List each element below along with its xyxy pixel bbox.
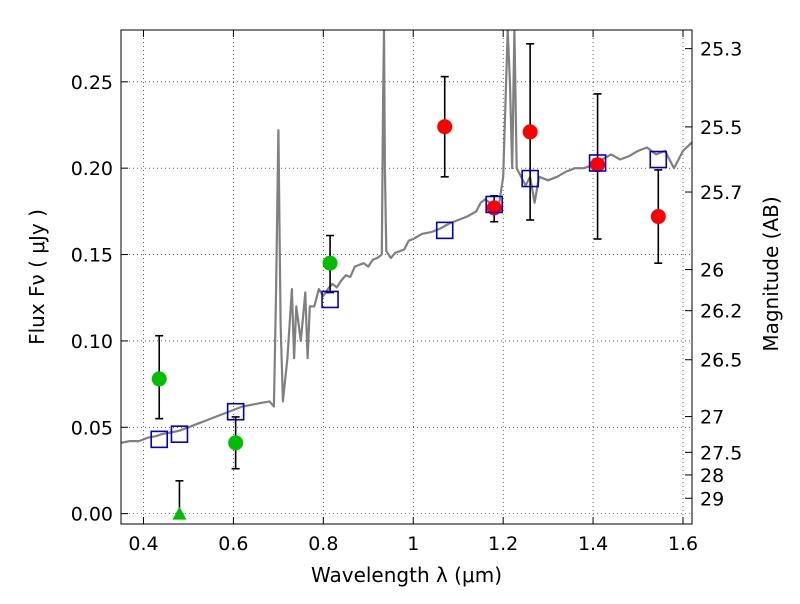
data-point <box>228 435 244 451</box>
y-axis-label-right: Magnitude (AB) <box>759 196 783 351</box>
x-tick-label: 0.6 <box>218 533 248 555</box>
mag-tick-label: 27 <box>700 407 724 429</box>
model-band-point <box>435 221 454 240</box>
y-tick-label: 0.20 <box>71 158 113 180</box>
data-point <box>322 255 338 271</box>
x-axis-label: Wavelength λ (μm) <box>311 563 502 587</box>
grid-layer <box>121 30 692 524</box>
mag-tick-label: 25.5 <box>700 117 742 139</box>
model-band-point <box>321 290 339 309</box>
y-tick-label: 0.25 <box>71 72 113 94</box>
y-tick-label: 0.00 <box>71 504 113 526</box>
mag-tick-label: 26.2 <box>700 301 742 323</box>
x-tick-label: 1 <box>407 533 419 555</box>
y-tick-label: 0.15 <box>71 245 113 267</box>
mag-tick-label: 25.7 <box>700 182 742 204</box>
data-point <box>590 157 606 173</box>
data-point <box>650 209 666 225</box>
y-axis-label-left: Flux Fν ( μJy ) <box>25 209 49 345</box>
mag-tick-label: 28 <box>700 465 724 487</box>
model-band-point <box>588 154 607 172</box>
model-band-point <box>485 195 503 214</box>
x-tick-label: 0.4 <box>128 533 158 555</box>
model-band-point <box>226 402 245 421</box>
tick-layer: 0.4 0.6 0.8 1 1.2 1.4 1.6 0.00 0.05 0.10 0.15 0.20 0… <box>71 30 742 555</box>
y-tick-label: 0.05 <box>71 417 113 439</box>
marker-layer <box>150 43 668 520</box>
model-band-point <box>150 430 169 449</box>
data-point <box>437 119 453 135</box>
plot-frame <box>120 29 693 525</box>
mag-tick-label: 26.5 <box>700 350 742 372</box>
model-band-point <box>649 150 668 169</box>
x-tick-label: 1.2 <box>488 533 518 555</box>
spectrum-line <box>121 30 692 444</box>
data-point <box>151 371 167 387</box>
data-point <box>522 124 538 140</box>
mag-tick-label: 26 <box>700 260 724 282</box>
y-tick-label: 0.10 <box>71 331 113 353</box>
model-band-point <box>170 425 189 443</box>
x-tick-label: 1.4 <box>578 533 608 555</box>
x-tick-label: 0.8 <box>308 533 338 555</box>
mag-tick-label: 29 <box>700 488 724 510</box>
mag-tick-label: 27.5 <box>700 442 742 464</box>
model-band-point <box>521 169 539 188</box>
mag-tick-label: 25.3 <box>700 39 742 61</box>
spectrum-layer <box>121 30 692 444</box>
upper-limit-point <box>172 506 187 520</box>
x-tick-label: 1.6 <box>668 533 698 555</box>
